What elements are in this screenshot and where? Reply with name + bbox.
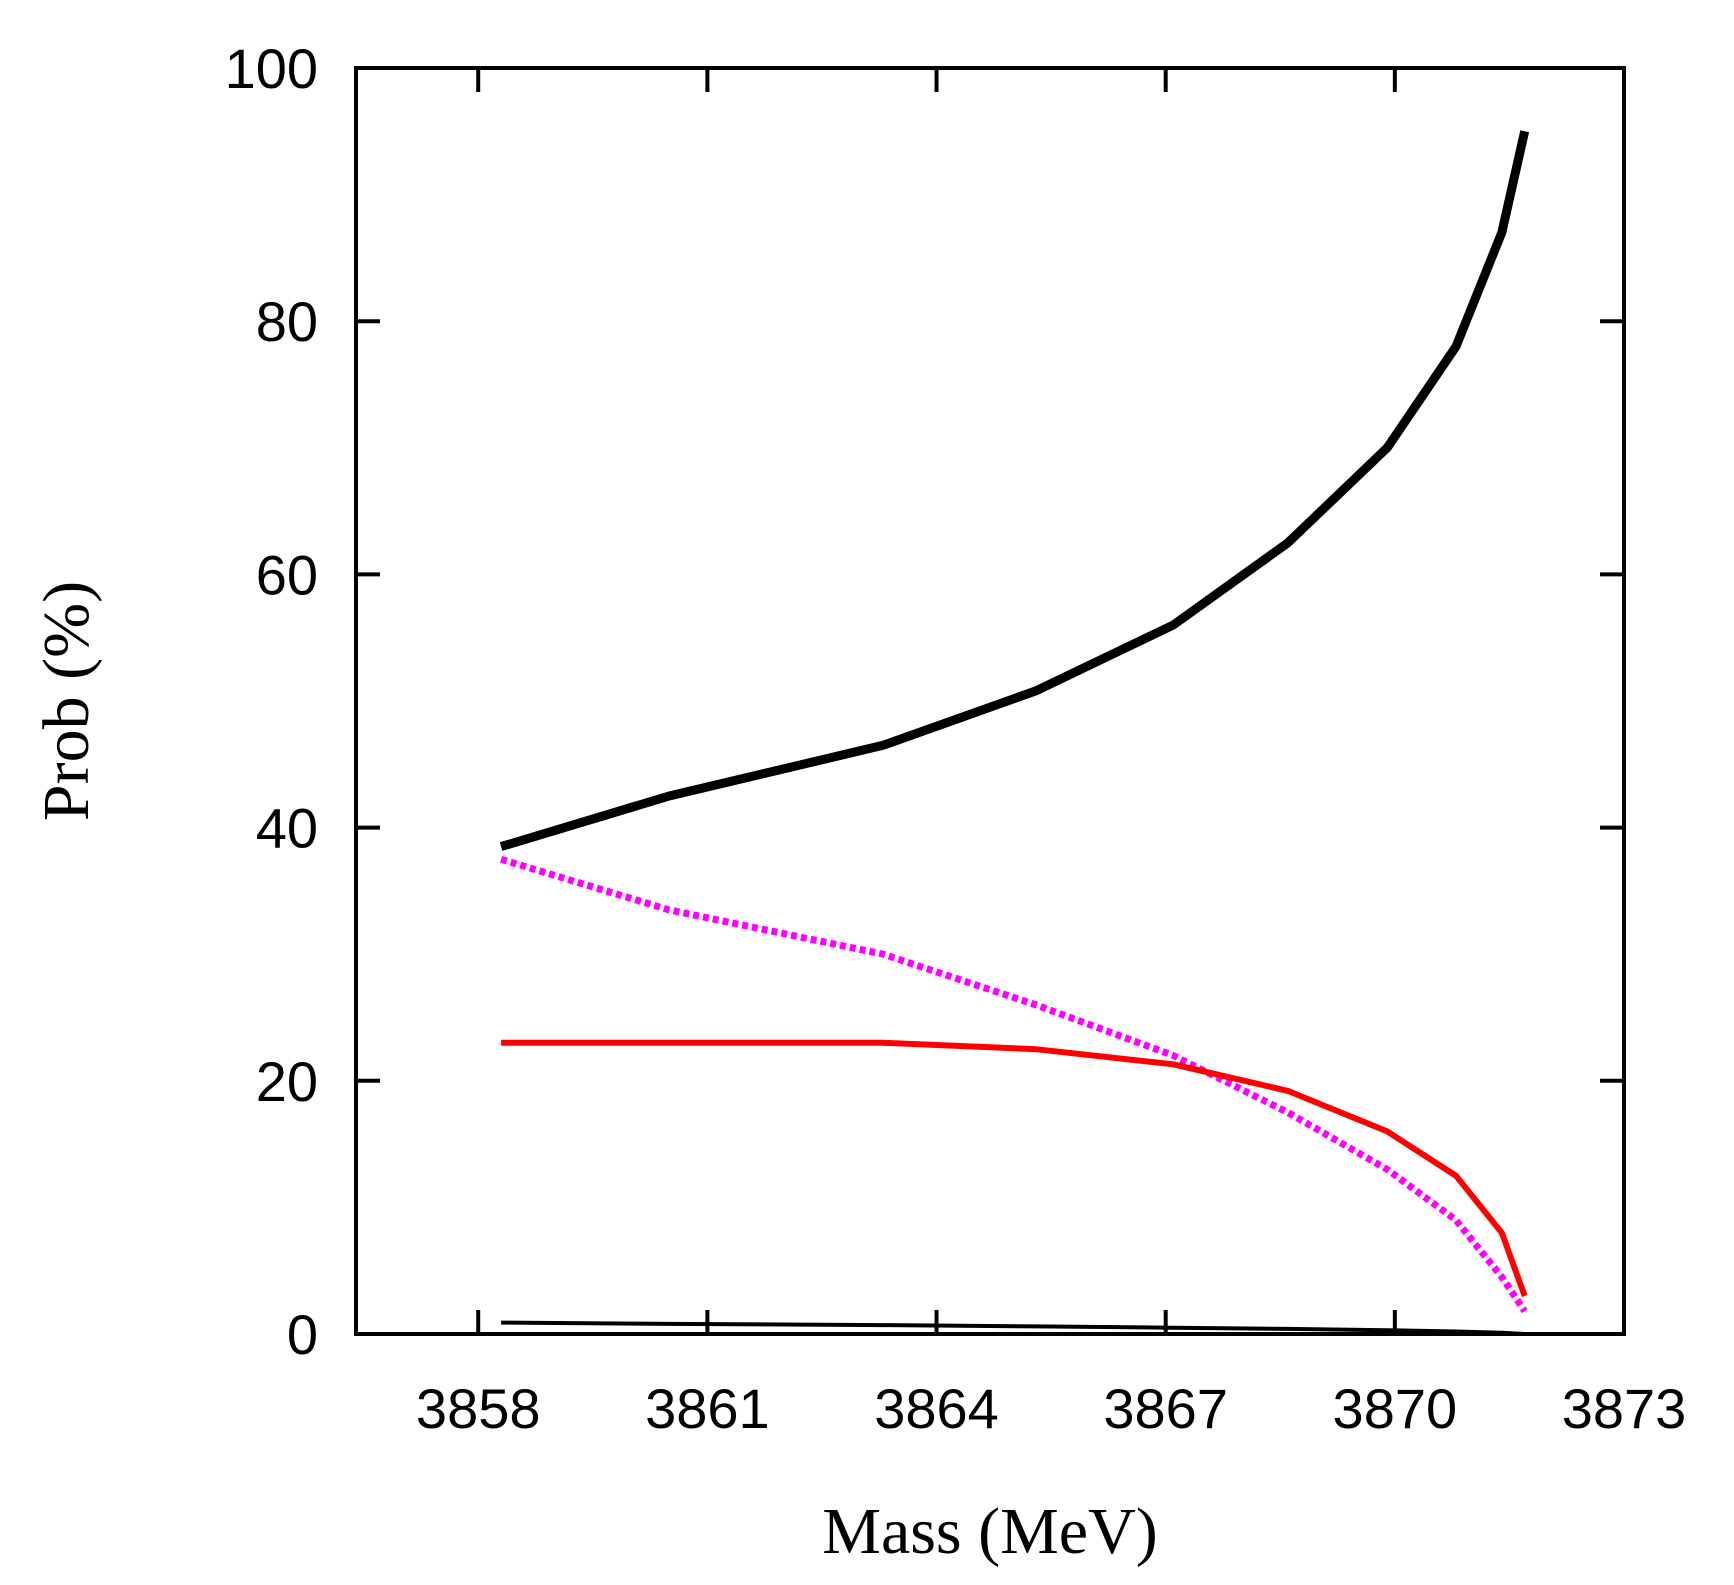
- x-tick-label: 3864: [874, 1377, 999, 1440]
- axis-ticks: [356, 66, 1626, 1336]
- series-line-solid-thick: [499, 130, 1530, 851]
- x-tick-label: 3870: [1333, 1377, 1458, 1440]
- x-axis-title: Mass (MeV): [822, 1495, 1157, 1568]
- y-tick-label: 80: [256, 290, 318, 353]
- x-tick-label: 3861: [645, 1377, 770, 1440]
- series-lines: [499, 130, 1530, 1336]
- x-tick-label: 3858: [416, 1377, 541, 1440]
- y-tick-label: 40: [256, 797, 318, 860]
- y-tick-label: 100: [225, 37, 318, 100]
- y-tick-label: 20: [256, 1050, 318, 1113]
- x-tick-label: 3873: [1562, 1377, 1687, 1440]
- tick-labels: 3858 3861 3864 3867 3870 3873 0 20 40 60 80 100: [225, 37, 1687, 1440]
- x-tick-label: 3867: [1103, 1377, 1228, 1440]
- series-line-dotted: [500, 855, 1528, 1314]
- plot-frame: [354, 66, 1626, 1336]
- series-line-solid-thin: [501, 1320, 1525, 1336]
- series-line-solid: [501, 1039, 1528, 1298]
- y-tick-label: 0: [287, 1303, 318, 1366]
- y-tick-label: 60: [256, 543, 318, 606]
- y-axis-title: Prob (%): [30, 581, 103, 821]
